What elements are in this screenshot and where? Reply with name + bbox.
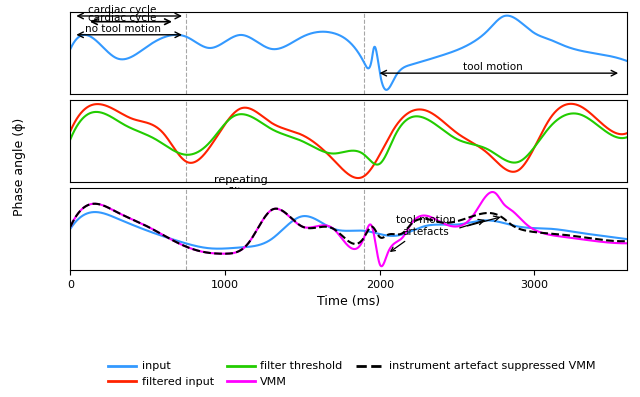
Text: cardiac cycle: cardiac cycle (88, 5, 157, 15)
Text: repeating
filter: repeating filter (214, 175, 268, 197)
Text: tool motion: tool motion (463, 62, 522, 72)
Text: no tool motion: no tool motion (84, 24, 161, 34)
Text: cardiac cycle: cardiac cycle (88, 13, 157, 23)
Text: Phase angle (ϕ): Phase angle (ϕ) (13, 118, 26, 216)
Text: tool motion
artefacts: tool motion artefacts (391, 216, 456, 251)
Legend: input, filtered input, filter threshold, VMM, instrument artefact suppressed VMM: input, filtered input, filter threshold,… (104, 357, 600, 391)
X-axis label: Time (ms): Time (ms) (317, 295, 380, 308)
